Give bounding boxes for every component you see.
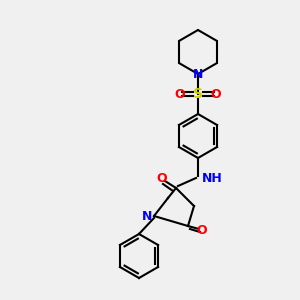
Text: NH: NH	[202, 172, 223, 184]
Text: O: O	[157, 172, 167, 184]
Text: O: O	[197, 224, 207, 238]
Text: O: O	[211, 88, 221, 100]
Text: N: N	[193, 68, 203, 80]
Text: O: O	[175, 88, 185, 100]
Text: N: N	[142, 209, 152, 223]
Text: S: S	[193, 87, 203, 101]
